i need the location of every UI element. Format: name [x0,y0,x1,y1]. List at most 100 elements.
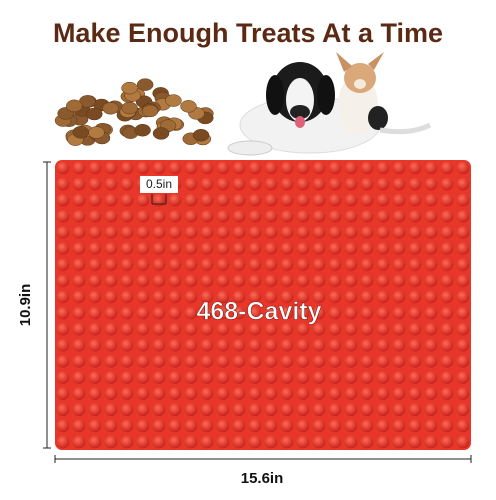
cavity [264,435,278,449]
cavity [104,226,118,239]
cavity [88,161,102,175]
cavity [72,387,86,400]
cavity [280,338,294,352]
cavity [328,177,342,191]
cavity [168,435,182,449]
cavity [408,242,422,255]
cavity [312,435,326,449]
cavity [456,274,470,288]
cavity [56,435,70,449]
cavity [264,210,278,223]
cavity [264,290,278,304]
cavity [296,387,310,400]
cavity [392,210,406,223]
cavity [232,306,246,320]
cavity [200,338,214,352]
cavity [104,322,118,336]
cavity [88,177,102,191]
cavity [312,371,326,384]
cavity [232,258,246,272]
cavity [328,258,342,272]
cavity [248,387,262,400]
cavity [248,322,262,336]
cavity [216,274,230,288]
cavity [136,371,150,384]
cavity [392,322,406,336]
cavity [360,435,374,449]
cavity [72,210,86,223]
cavity [248,338,262,352]
cavity [312,322,326,336]
cavity [264,338,278,352]
cavity [360,290,374,304]
cavity [136,322,150,336]
cavity [424,193,438,207]
cavity [456,387,470,400]
cavity [120,193,134,207]
cavity [184,242,198,255]
cavity [88,338,102,352]
cavity [360,387,374,400]
cavity [248,290,262,304]
cavity [344,290,358,304]
cavity [264,258,278,272]
cavity [360,371,374,384]
cavity [344,435,358,449]
cavity [168,290,182,304]
cavity [184,177,198,191]
cavity [104,306,118,320]
height-label: 10.9in [17,284,34,327]
cavity [72,290,86,304]
cavity [392,226,406,239]
cavity [280,322,294,336]
cavity [360,226,374,239]
cavity [104,177,118,191]
cavity [120,371,134,384]
cavity [456,322,470,336]
cavity [104,419,118,433]
cavity [376,419,390,433]
cavity [360,355,374,368]
cavity [232,371,246,384]
cavity [440,306,454,320]
cavity [408,387,422,400]
cavity [104,290,118,304]
cavity [440,419,454,433]
cavity [328,210,342,223]
cavity-label: 468-Cavity [196,298,321,326]
cavity [104,161,118,175]
cavity [264,419,278,433]
cavity [440,193,454,207]
cavity [360,338,374,352]
cavity [264,403,278,417]
cavity [392,193,406,207]
kibble [121,101,138,115]
cavity [392,290,406,304]
cavity [200,177,214,191]
cavity [168,419,182,433]
cavity [408,177,422,191]
cavity [136,226,150,239]
kibble [102,101,119,115]
cavity [168,210,182,223]
cavity [312,193,326,207]
cavity [424,306,438,320]
cavity [424,177,438,191]
cavity [408,161,422,175]
cavity [440,177,454,191]
cavity [376,322,390,336]
cavity [408,338,422,352]
cavity [216,242,230,255]
cavity [440,210,454,223]
cavity [232,193,246,207]
cavity [408,419,422,433]
cavity [216,435,230,449]
cavity [376,290,390,304]
cavity [344,306,358,320]
cavity [296,177,310,191]
cavity [232,338,246,352]
cavity [120,161,134,175]
cavity [296,274,310,288]
cavity [136,306,150,320]
cavity [200,210,214,223]
